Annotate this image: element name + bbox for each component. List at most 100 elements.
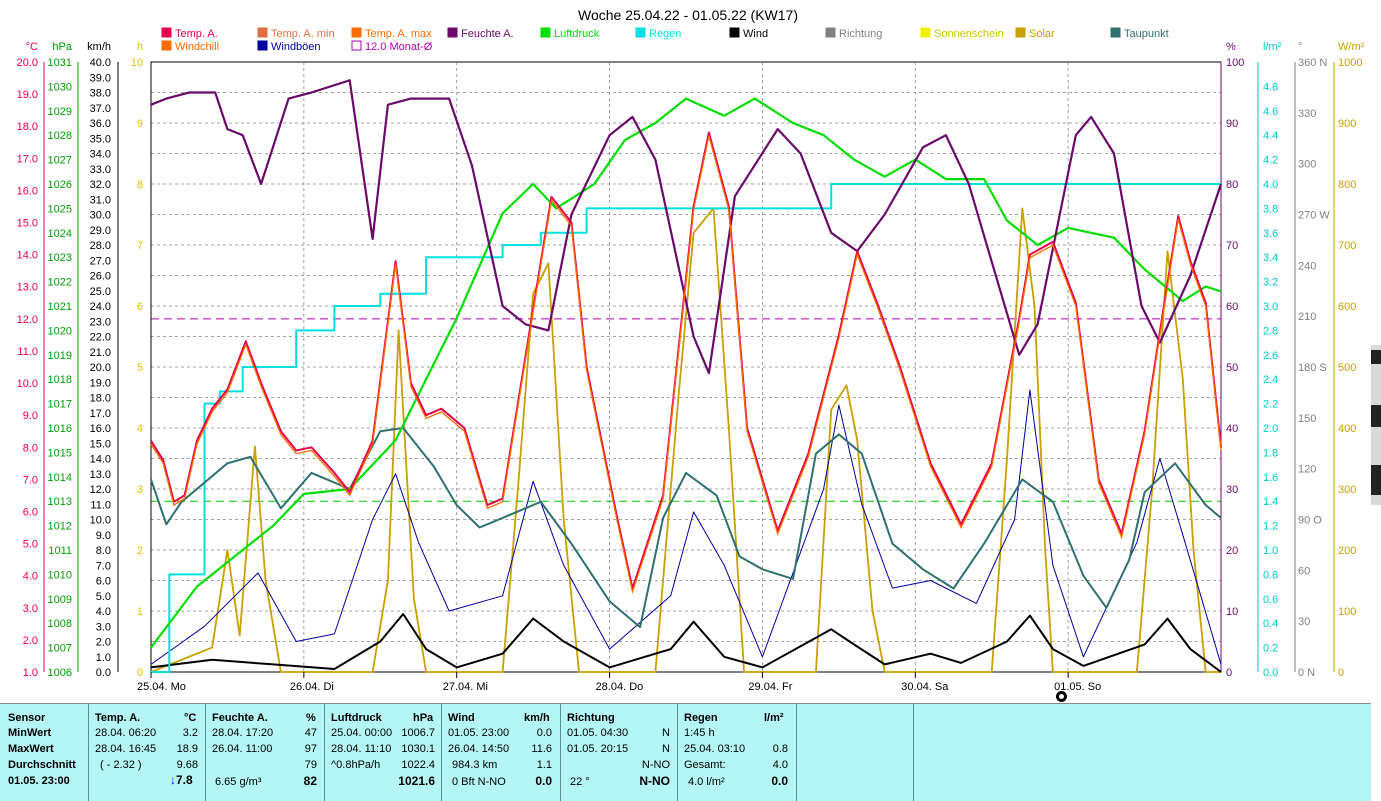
sun-hours-axis-unit: h (137, 41, 143, 53)
humidity-unit: % (306, 712, 316, 724)
series-wind (150, 613, 1222, 673)
legend-swatch (257, 27, 268, 38)
humidity-current-value: 82 (303, 774, 317, 788)
legend-item: Windchill (161, 40, 219, 53)
row-label-current: 01.05. 23:00 (8, 775, 70, 787)
wind-axis-tick: 0.0 (96, 667, 111, 679)
humidity-axis-tick: 10 (1226, 606, 1238, 618)
temp-axis-tick: 4.0 (23, 571, 38, 583)
temp-axis-tick: 1.0 (23, 667, 38, 679)
pressure-axis-tick: 1009 (48, 594, 72, 606)
wind-axis-tick: 12.0 (90, 484, 111, 496)
pressure-max-value: 1030.1 (401, 743, 435, 755)
wind-max-value: 11.6 (531, 743, 552, 755)
pressure-axis-tick: 1010 (48, 569, 72, 581)
pressure-axis-tick: 1026 (48, 179, 72, 191)
pressure-axis-tick: 1025 (48, 203, 72, 215)
direction-axis-unit: ° (1298, 41, 1302, 53)
rain-axis-tick: 3.0 (1263, 301, 1278, 313)
temp-axis-tick: 6.0 (23, 506, 38, 518)
humidity-min-time: 28.04. 17:20 (212, 727, 274, 739)
direction-axis-tick: 30 (1298, 616, 1310, 628)
temp-axis-unit: °C (26, 41, 38, 53)
rain-axis-tick: 2.8 (1263, 325, 1278, 337)
temp-axis-tick: 16.0 (17, 185, 38, 197)
pressure-axis-tick: 1020 (48, 325, 72, 337)
wind-min-value: 0.0 (536, 727, 552, 739)
pressure-min-time: 25.04. 00:00 (331, 727, 393, 739)
wind-axis-tick: 30.0 (90, 210, 111, 222)
wind-axis-tick: 24.0 (90, 301, 111, 313)
wind-axis-tick: 11.0 (90, 499, 111, 511)
rain-axis-tick: 0.6 (1263, 594, 1278, 606)
wind-axis-tick: 19.0 (90, 377, 111, 389)
wind-current-value: 0.0 (535, 774, 552, 788)
wind-axis-tick: 40.0 (90, 57, 111, 69)
humidity-avg-value: 79 (304, 759, 317, 771)
legend-swatch (1015, 27, 1026, 38)
pressure-axis: hPa 1031 1030 1029 1028 1027 1026 1025 1024 1023 1… (48, 41, 73, 679)
direction-current-value: N-NO (639, 774, 670, 788)
series-windchill (150, 135, 1222, 595)
rain-header: Regen (684, 712, 718, 724)
pressure-axis-tick: 1012 (48, 521, 72, 533)
wind-axis-tick: 23.0 (90, 316, 111, 328)
pressure-avg-value: 1022.4 (401, 759, 435, 771)
weather-chart: Woche 25.04.22 - 01.05.22 (KW17) Temp. A… (16, 7, 1365, 693)
sun-hours-axis-tick: 9 (137, 118, 143, 130)
wind-axis-tick: 4.0 (96, 606, 111, 618)
legend-label: Richtung (839, 28, 882, 40)
sun-hours-axis-tick: 1 (137, 606, 143, 618)
legend-swatch (161, 27, 172, 38)
rain-axis-tick: 3.6 (1263, 228, 1278, 240)
pressure-axis-tick: 1013 (48, 496, 72, 508)
solar-axis-tick: 500 (1338, 362, 1356, 374)
temp-axis-tick: 8.0 (23, 442, 38, 454)
legend-item: Luftdruck (540, 27, 600, 40)
solar-axis-unit: W/m² (1338, 41, 1365, 53)
wind-axis-tick: 16.0 (90, 423, 111, 435)
rain-axis-tick: 4.2 (1263, 155, 1278, 167)
direction-axis-tick: 300 (1298, 159, 1316, 171)
legend-label: Solar (1029, 28, 1055, 40)
wind-max-time: 26.04. 14:50 (448, 743, 510, 755)
axes: °C20.019.018.017.016.015.014.013.012.011… (17, 41, 1365, 679)
legend-swatch (351, 40, 362, 51)
pressure-axis-tick: 1011 (48, 545, 72, 557)
legend-swatch (920, 27, 931, 38)
temp-axis-tick: 13.0 (17, 282, 38, 294)
pressure-axis-tick: 1021 (48, 301, 72, 313)
legend-item: Taupunkt (1110, 27, 1169, 40)
temp-max-value: 18.9 (176, 743, 198, 755)
x-axis-ticks: 25.04. Mo 26.04. Di 27.04. Mi 28.04. Do 29.0… (137, 672, 1101, 693)
rain-axis-tick: 4.4 (1263, 130, 1278, 142)
wind-axis-tick: 21.0 (90, 347, 111, 359)
wind-axis-tick: 9.0 (96, 530, 111, 542)
wind-axis-tick: 29.0 (90, 225, 111, 237)
wind-header: Wind (448, 712, 475, 724)
rain-axis-unit: l/m² (1263, 41, 1282, 53)
temp-axis-tick: 14.0 (17, 250, 38, 262)
wind-axis-tick: 39.0 (90, 72, 111, 84)
wind-beaufort: 0 Bft N-NO (452, 776, 506, 788)
rain-axis-tick: 4.6 (1263, 106, 1278, 118)
rain-axis-tick: 4.8 (1263, 81, 1278, 93)
humidity-current-extra: 6.65 g/m³ (215, 776, 262, 788)
wind-axis-tick: 31.0 (90, 194, 111, 206)
wind-distance: 984.3 km (452, 759, 498, 771)
humidity-axis-tick: 90 (1226, 118, 1238, 130)
direction-min-time: 01.05. 04:30 (567, 727, 629, 739)
legend-item: Regen (635, 27, 681, 40)
wind-axis-tick: 20.0 (90, 362, 111, 374)
wind-axis-tick: 26.0 (90, 271, 111, 283)
humidity-max-time: 26.04. 11:00 (212, 743, 273, 755)
sun-hours-axis-tick: 8 (137, 179, 143, 191)
rain-axis-tick: 0.0 (1263, 667, 1278, 679)
solar-axis-tick: 800 (1338, 179, 1356, 191)
row-label-min: MinWert (8, 727, 52, 739)
rain-axis-tick: 2.0 (1263, 423, 1278, 435)
wind-axis-tick: 5.0 (96, 591, 111, 603)
humidity-axis-tick: 80 (1226, 179, 1238, 191)
legend-swatch (540, 27, 551, 38)
temp-axis-tick: 17.0 (17, 153, 38, 165)
